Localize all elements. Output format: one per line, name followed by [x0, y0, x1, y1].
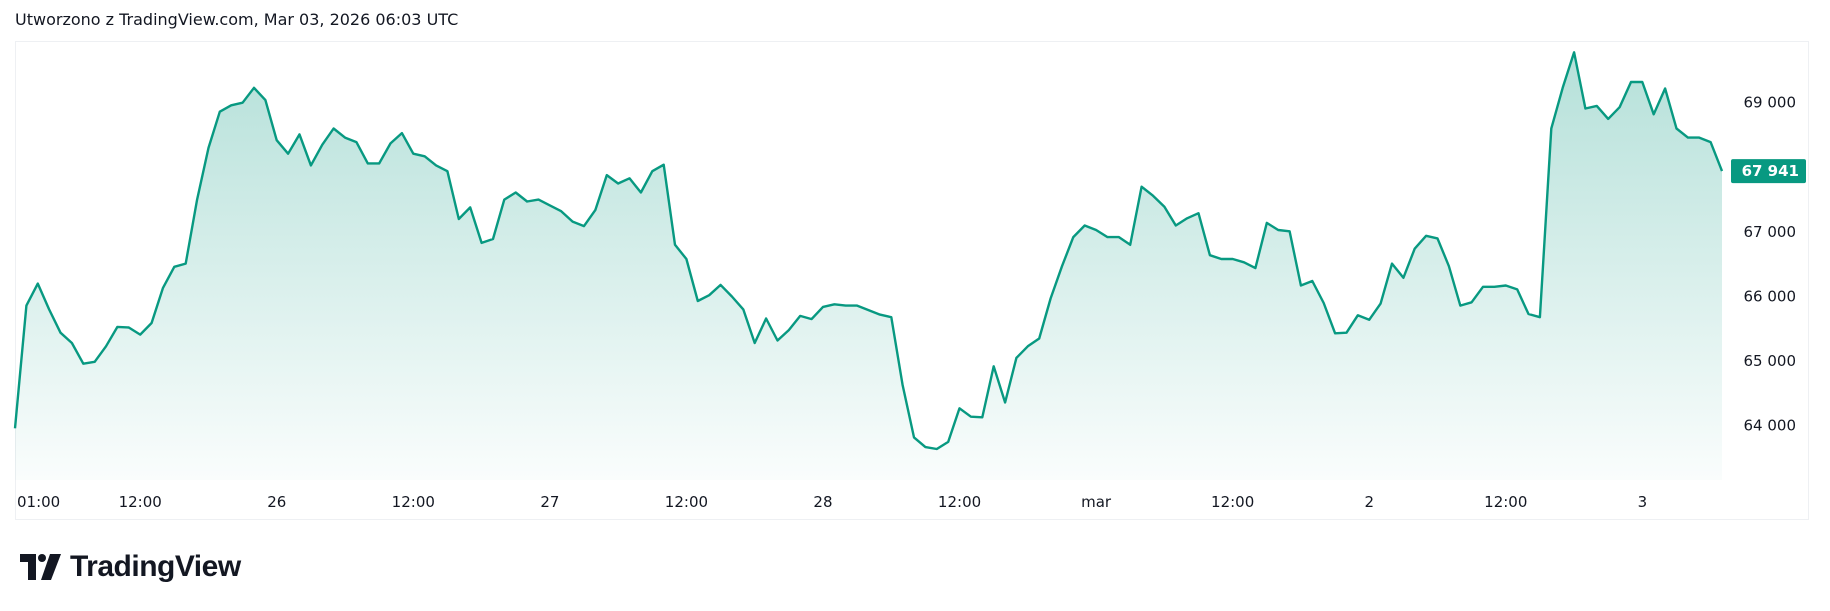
y-tick-label: 65 000 [1744, 352, 1797, 370]
x-tick-label: 28 [813, 493, 832, 511]
price-line [13, 51, 1724, 451]
x-tick-label: 27 [540, 493, 559, 511]
y-axis: 64 000 65 000 66 000 67 000 69 000 [1744, 94, 1797, 435]
x-tick-label: 12:00 [665, 493, 708, 511]
tradingview-logo-icon [20, 554, 61, 580]
x-tick-label: 01:00 [17, 493, 60, 511]
x-tick-label: 12:00 [119, 493, 162, 511]
y-tick-label: 64 000 [1744, 417, 1797, 435]
x-tick-label: mar [1081, 493, 1112, 511]
x-tick-label: 12:00 [392, 493, 435, 511]
x-tick-label: 26 [267, 493, 286, 511]
y-tick-label: 69 000 [1744, 94, 1797, 112]
chart-caption: Utworzono z TradingView.com, Mar 03, 202… [15, 10, 459, 29]
y-tick-label: 66 000 [1744, 288, 1797, 306]
x-axis: 01:00 12:00 26 12:00 27 12:00 28 12:00 mar 12:00 2… [17, 493, 1647, 511]
price-area-fill [15, 52, 1722, 481]
last-price-value: 67 941 [1742, 162, 1799, 180]
tradingview-logo[interactable]: TradingView [20, 550, 241, 584]
last-price-label: 67 941 [1731, 159, 1806, 184]
tradingview-logo-text: TradingView [70, 550, 241, 583]
x-tick-label: 12:00 [1211, 493, 1254, 511]
x-tick-label: 12:00 [1484, 493, 1527, 511]
x-tick-label: 3 [1638, 493, 1648, 511]
y-tick-label: 67 000 [1744, 223, 1797, 241]
x-tick-label: 12:00 [938, 493, 981, 511]
last-price-badge [1731, 159, 1806, 184]
x-tick-label: 2 [1364, 493, 1374, 511]
chart-frame [15, 41, 1809, 520]
